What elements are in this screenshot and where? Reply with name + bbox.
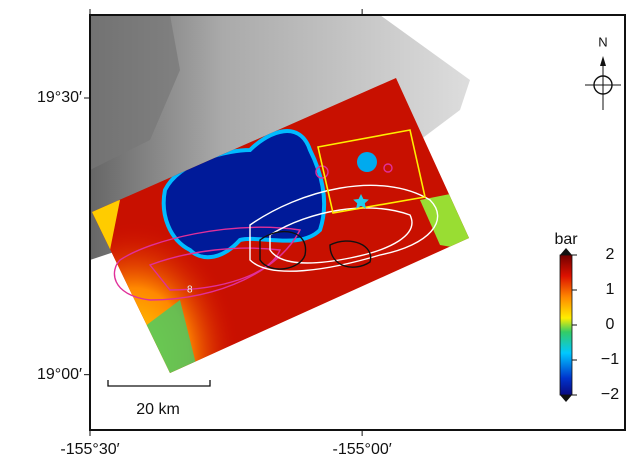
y-tick-label: 19°00′: [37, 366, 82, 383]
y-tick-label: 19°30′: [37, 89, 82, 106]
colorbar-tick-label: 1: [606, 281, 615, 298]
colorbar-tick-label: −1: [601, 351, 619, 368]
x-tick-label: -155°00′: [333, 441, 392, 458]
scale-label: 20 km: [136, 401, 180, 418]
x-tick-label: -155°30′: [60, 441, 119, 458]
map-figure: 8 N 20 km bar -155°30′ -155°00′ 19°30′ 19°0…: [0, 0, 630, 461]
colorbar-tick-label: 0: [606, 316, 615, 333]
north-arrow: [585, 56, 621, 110]
scale-bar: [108, 380, 210, 386]
contour-label: 8: [187, 285, 193, 296]
map-area: 8 N 20 km: [80, 15, 621, 418]
colorbar-label: bar: [554, 231, 578, 248]
colorbar: [560, 255, 572, 395]
colorbar-tick-label: 2: [606, 246, 615, 263]
north-label: N: [598, 34, 607, 49]
colorbar-tick-label: −2: [601, 386, 619, 403]
